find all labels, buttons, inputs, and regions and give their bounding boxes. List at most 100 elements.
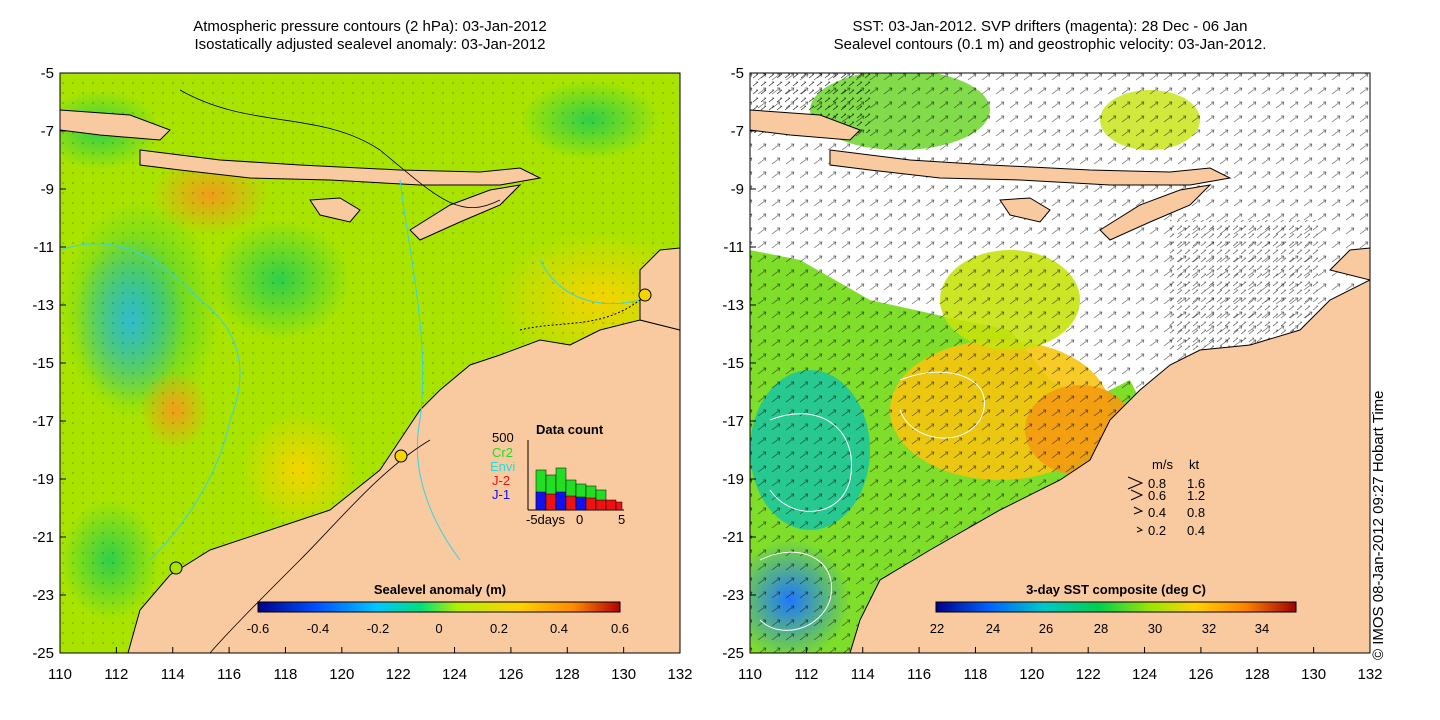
data-count-xlabel-end: 5: [618, 512, 625, 527]
longitude-label: 116: [217, 666, 241, 683]
island-java: [60, 109, 171, 141]
latitude-label: -7: [731, 123, 744, 140]
pressure-contour-1: [179, 89, 501, 208]
latitude-label: -19: [722, 471, 744, 488]
sla-tick: 0: [435, 621, 442, 636]
longitude-label: 120: [1019, 666, 1044, 683]
latitude-label: -25: [722, 645, 744, 662]
bathymetry-contour-2: [399, 179, 461, 561]
sst-colorbar-ticks: 22 24 26 28 30 32 34: [930, 621, 1269, 636]
sla-tick: 0.2: [490, 621, 508, 636]
island-timor: [409, 184, 522, 241]
longitude-label: 130: [1301, 666, 1326, 683]
longitude-label: 130: [611, 666, 636, 683]
australia-landmass: [849, 279, 1370, 653]
longitude-label: 116: [907, 666, 931, 683]
island-chain: [139, 149, 542, 186]
latitude-label: -9: [41, 181, 54, 198]
velocity-legend-kt: 1.2: [1187, 488, 1205, 503]
velocity-legend-ms: 0.6: [1148, 488, 1166, 503]
latitude-label: -13: [722, 297, 744, 314]
bathymetry-contour-1: [60, 243, 241, 561]
longitude-label: 124: [1132, 666, 1157, 683]
sst-colorbar: [935, 601, 1297, 613]
longitude-label: 118: [963, 666, 987, 683]
island-sumba: [999, 197, 1051, 223]
sst-colorbar-label: 3-day SST composite (deg C): [1026, 582, 1206, 597]
sst-tick: 26: [1039, 621, 1053, 636]
velocity-legend-ms: 0.4: [1148, 505, 1166, 520]
bathymetry-contour-3: [539, 259, 641, 305]
latitude-label: -11: [723, 239, 744, 256]
data-count-bar: [585, 497, 597, 511]
sla-tick: -0.4: [307, 621, 329, 636]
longitude-label: 132: [667, 666, 692, 683]
sla-colorbar-label: Sealevel anomaly (m): [374, 582, 506, 597]
longitude-label: 120: [329, 666, 354, 683]
data-count-xlabel-zero: 0: [576, 512, 583, 527]
right-map-axes: -5 -7 -9 -11 -13 -15 -17 -19 -21 -23 -25 110 112 114 1…: [722, 65, 1382, 683]
sst-tick: 22: [930, 621, 944, 636]
data-count-title: Data count: [536, 422, 604, 437]
velocity-legend-kt: 0.4: [1187, 523, 1205, 538]
right-map: [750, 73, 1370, 653]
longitude-label: 126: [1188, 666, 1213, 683]
velocity-legend: m/s kt 0.8 1.6 0.6 1.2 0.4 0.8 0.2 0.4: [1127, 457, 1205, 538]
longitude-label: 114: [851, 666, 875, 683]
land-northeast: [1329, 247, 1370, 281]
velocity-legend-ms: 0.8: [1148, 476, 1166, 491]
sla-tick: -0.6: [247, 621, 269, 636]
data-count-bar: [615, 501, 623, 511]
velocity-arrow-large: [1127, 476, 1144, 490]
sealevel-contour-1: [769, 413, 852, 512]
data-count-inset: 500 Data count Cr2 Envi J-2 J-1 -5days 0: [490, 422, 625, 527]
latitude-label: -25: [32, 645, 54, 662]
latitude-label: -21: [722, 529, 744, 546]
right-title-line1: SST: 03-Jan-2012. SVP drifters (magenta)…: [852, 18, 1248, 35]
pressure-contour-3: [519, 299, 641, 331]
data-count-legend-j2: J-2: [492, 473, 510, 488]
longitude-label: 124: [442, 666, 467, 683]
sla-colorbar: [257, 601, 621, 613]
latitude-label: -17: [722, 413, 744, 430]
data-count-legend-cr2: Cr2: [492, 445, 513, 460]
longitude-label: 128: [1245, 666, 1270, 683]
data-count-xlabel-start: -5days: [526, 512, 566, 527]
left-title: Atmospheric pressure contours (2 hPa): 0…: [60, 18, 680, 54]
latitude-label: -9: [731, 181, 744, 198]
sst-tick: 32: [1202, 621, 1216, 636]
tide-gauge-darwin: [638, 288, 652, 302]
island-chain: [829, 149, 1232, 186]
longitude-label: 118: [273, 666, 297, 683]
left-title-line1: Atmospheric pressure contours (2 hPa): 0…: [193, 18, 547, 35]
left-title-line2: Isostatically adjusted sealevel anomaly:…: [194, 36, 546, 53]
data-count-legend-j1: J-1: [492, 487, 510, 502]
longitude-label: 126: [498, 666, 523, 683]
island-java: [750, 109, 861, 141]
data-count-bar: [535, 491, 547, 511]
sla-tick: 0.6: [611, 621, 629, 636]
longitude-label: 122: [386, 666, 411, 683]
sla-tick: -0.2: [367, 621, 389, 636]
tide-gauge-exmouth: [169, 561, 183, 575]
latitude-label: -15: [32, 355, 54, 372]
data-count-bar: [545, 493, 557, 511]
longitude-label: 128: [555, 666, 580, 683]
left-map-axes: -5 -7 -9 -11 -13 -15 -17 -19 -21 -23 -25 110 112 114 1…: [32, 65, 692, 683]
longitude-label: 114: [161, 666, 185, 683]
right-title: SST: 03-Jan-2012. SVP drifters (magenta)…: [720, 18, 1380, 54]
latitude-label: -21: [32, 529, 54, 546]
longitude-label: 132: [1357, 666, 1382, 683]
sst-tick: 24: [986, 621, 1000, 636]
latitude-label: -5: [731, 65, 744, 82]
data-count-bar: [595, 499, 607, 511]
velocity-arrows-dense-ne: [1170, 220, 1320, 350]
latitude-label: -17: [32, 413, 54, 430]
data-count-legend-envi: Envi: [490, 459, 515, 474]
longitude-label: 110: [48, 666, 72, 683]
velocity-legend-header-kt: kt: [1189, 457, 1200, 472]
data-count-max-label: 500: [492, 430, 514, 445]
data-count-bar: [555, 491, 567, 511]
velocity-arrow-small: [1133, 506, 1144, 515]
